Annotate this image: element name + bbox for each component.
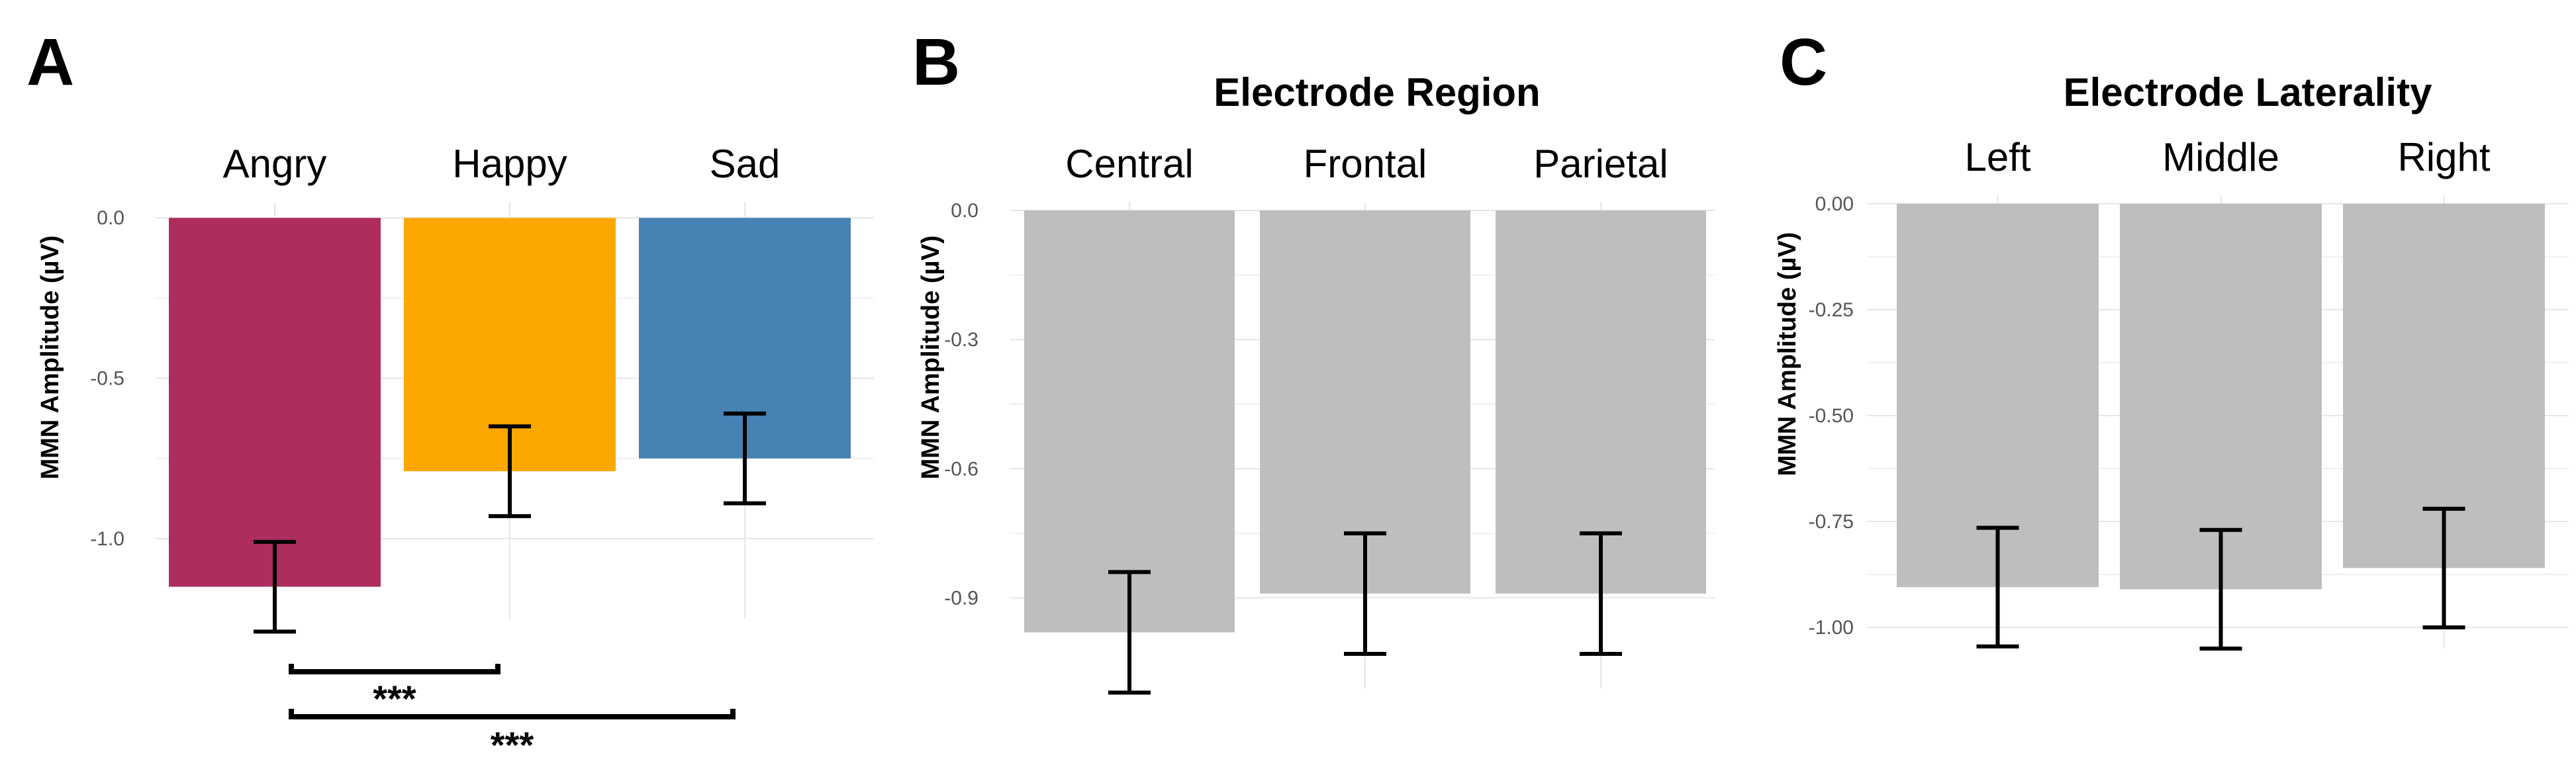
panel-b-bar-parietal [1496,210,1706,594]
panel-a-category-label-angry: Angry [223,142,327,186]
panel-c-category-label-right: Right [2397,135,2490,179]
panel-a-significance-bracket [289,664,501,674]
panel-a-significance-label: *** [491,724,534,766]
panel-b-title: Electrode Region [1214,70,1540,114]
panel-a-category-label-happy: Happy [452,142,567,186]
panel-a-y-tick-label: 0.0 [97,207,124,229]
panel-b-category-label-frontal: Frontal [1304,142,1427,186]
panel-c-letter: C [1780,25,1827,99]
panel-a-significance: *** *** [289,664,736,766]
panel-a-y-tick-label: -0.5 [90,368,124,390]
panel-a: A MMN Amplitude (µV) 0.0 -0.5 -1.0 Angry Ha… [26,25,874,766]
panel-a-y-ticks: 0.0 -0.5 -1.0 [90,207,124,550]
panel-a-category-label-sad: Sad [710,142,781,186]
panel-c-category-label-left: Left [1964,135,2030,179]
panel-b-error-bars [1108,531,1622,695]
panel-b-category-label-central: Central [1065,142,1193,186]
panel-a-y-tick-label: -1.0 [90,528,124,550]
panel-a-letter: A [26,25,74,99]
panel-b-y-tick-label: -0.3 [944,329,978,351]
panel-c-title: Electrode Laterality [2064,70,2433,114]
panel-b-bar-central [1024,210,1235,633]
panel-a-bar-angry [169,218,381,587]
panel-c-category-label-middle: Middle [2162,135,2279,179]
panel-c-bar-left [1897,203,2099,588]
panel-b-y-tick-label: -0.6 [944,458,978,480]
panel-c-y-axis-label: MMN Amplitude (µV) [1774,232,1801,477]
panel-a-category-labels: Angry Happy Sad [223,142,781,186]
panel-c-error-bars [1976,506,2465,651]
panel-c-y-tick-label: -0.25 [1809,299,1854,321]
panel-c-bar-middle [2120,203,2322,590]
panel-c-y-tick-label: -1.00 [1809,617,1854,639]
panel-b-letter: B [912,25,960,99]
panel-b-category-labels: Central Frontal Parietal [1065,142,1668,186]
panel-c: C Electrode Laterality MMN Amplitude (µV… [1774,25,2569,651]
panel-b-y-axis-label: MMN Amplitude (µV) [917,236,945,480]
panel-b-bars [1024,210,1706,633]
panel-c-y-tick-label: 0.00 [1815,193,1854,215]
panel-a-significance-bracket [289,709,736,719]
panel-c-y-tick-label: -0.75 [1809,511,1854,533]
panel-b-y-tick-label: 0.0 [951,200,978,222]
panel-c-bars [1897,203,2545,590]
panel-a-error-bars [254,411,766,634]
panel-b-y-tick-label: -0.9 [944,587,978,609]
panel-c-y-tick-label: -0.50 [1809,405,1854,427]
panel-b-bar-frontal [1260,210,1470,594]
panel-b-category-label-parietal: Parietal [1533,142,1668,186]
panel-b: B Electrode Region MMN Amplitude (µV) 0.… [912,25,1715,695]
panel-c-category-labels: Left Middle Right [1964,135,2490,179]
panel-a-y-axis-label: MMN Amplitude (µV) [36,236,64,480]
panel-b-y-ticks: 0.0 -0.3 -0.6 -0.9 [944,200,978,609]
panel-a-significance-label: *** [373,678,416,719]
panel-c-y-ticks: 0.00 -0.25 -0.50 -0.75 -1.00 [1809,193,1854,639]
